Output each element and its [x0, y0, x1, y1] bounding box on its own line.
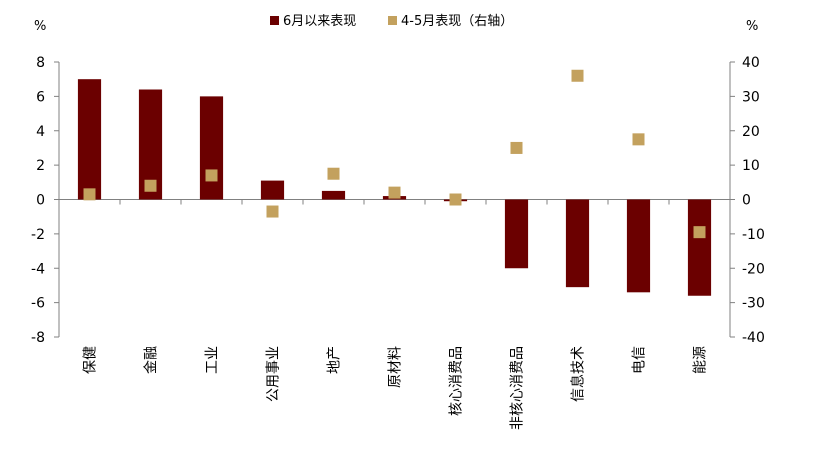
- category-label: 地产: [327, 346, 343, 374]
- bar: [321, 190, 346, 200]
- marker: [205, 169, 218, 182]
- bar: [77, 79, 102, 200]
- bar: [260, 180, 285, 200]
- marker: [144, 179, 157, 192]
- right-axis-tick-label: -40: [742, 330, 765, 346]
- bar: [687, 199, 712, 296]
- left-axis-tick-label: 6: [36, 89, 45, 105]
- marker: [388, 186, 401, 199]
- right-axis-tick-label: 30: [742, 89, 760, 105]
- bar: [138, 89, 163, 200]
- marker: [693, 226, 706, 239]
- legend: 6月以来表现 4-5月表现（右轴）: [270, 14, 513, 29]
- legend-label-bar: 6月以来表现: [283, 14, 356, 29]
- bar: [504, 199, 529, 269]
- marker: [266, 205, 279, 218]
- right-axis-tick-label: 0: [742, 193, 751, 209]
- marker: [327, 167, 340, 180]
- right-axis-unit: %: [746, 19, 758, 34]
- category-labels: 保健 金融 工业 公用事业 地产 原材料 核心消费品 非核心消费品 信息技术 电信 能源: [83, 346, 709, 430]
- bar: [565, 199, 590, 288]
- right-axis-tick-label: -20: [742, 261, 765, 277]
- legend-label-marker: 4-5月表现（右轴）: [401, 14, 513, 29]
- bar: [199, 96, 224, 200]
- bar: [626, 199, 651, 293]
- marker-series: [83, 69, 706, 239]
- left-axis-tick-label: -4: [31, 261, 45, 277]
- left-axis-tick-label: 4: [36, 124, 45, 140]
- legend-swatch-bar: [270, 16, 279, 25]
- left-axis-unit: %: [34, 19, 46, 34]
- left-axis-tick-label: -8: [31, 330, 45, 346]
- left-axis-tick-label: -2: [31, 227, 45, 243]
- marker: [83, 188, 96, 201]
- category-label: 非核心消费品: [510, 346, 526, 430]
- category-label: 公用事业: [266, 346, 282, 402]
- left-axis-tick-label: 2: [36, 158, 45, 174]
- left-axis-tick-label: 0: [36, 193, 45, 209]
- category-label: 保健: [83, 346, 99, 374]
- right-axis-tick-label: 40: [742, 55, 760, 71]
- category-label: 金融: [144, 346, 160, 374]
- category-label: 核心消费品: [449, 346, 465, 416]
- category-label: 信息技术: [570, 346, 587, 402]
- category-label: 工业: [205, 346, 221, 374]
- category-label: 能源: [693, 346, 709, 374]
- left-axis-tick-label: 8: [36, 55, 45, 71]
- right-axis-tick-label: -10: [742, 227, 765, 243]
- category-label: 原材料: [388, 346, 404, 388]
- right-axis-tick-label: 20: [742, 124, 760, 140]
- marker: [632, 133, 645, 146]
- left-axis-tick-label: -6: [31, 296, 45, 312]
- right-axis-tick-label: -30: [742, 296, 765, 312]
- marker: [510, 141, 523, 154]
- category-label: 电信: [632, 346, 648, 374]
- marker: [449, 193, 462, 206]
- marker: [571, 69, 584, 82]
- legend-swatch-marker: [388, 16, 397, 25]
- right-axis-tick-label: 10: [742, 158, 760, 174]
